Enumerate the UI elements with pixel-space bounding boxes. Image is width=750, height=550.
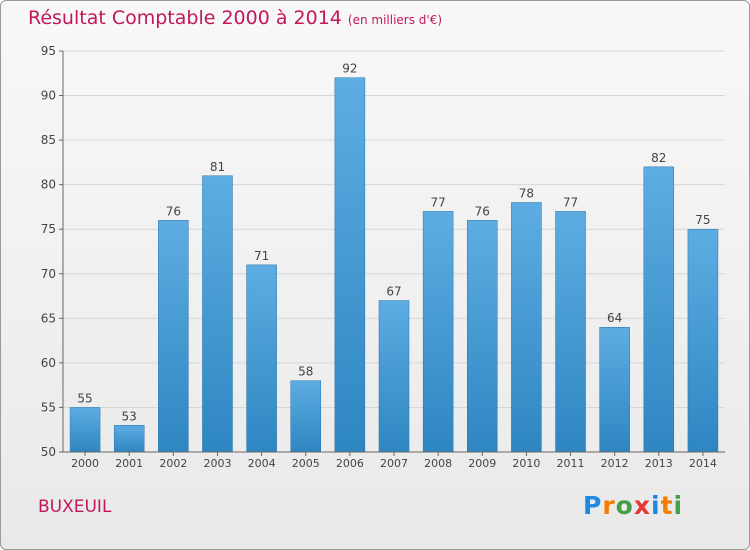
bar-2005 (290, 380, 321, 453)
data-label-2008: 77 (430, 195, 445, 209)
location-label: BUXEUIL (38, 497, 112, 517)
logo-letter: r (602, 491, 616, 520)
data-label-2005: 58 (298, 365, 313, 379)
bar-2000 (69, 407, 101, 453)
data-label-2006: 92 (342, 62, 357, 76)
bar-2003 (202, 175, 233, 453)
x-tick-label: 2014 (689, 457, 717, 470)
x-tick-label: 2000 (71, 457, 99, 470)
y-tick-label: 65 (41, 311, 56, 325)
proxiti-logo: Proxiti (583, 491, 683, 520)
x-tick-label: 2010 (512, 457, 540, 470)
x-tick-label: 2008 (424, 457, 452, 470)
y-tick-label: 85 (41, 133, 56, 147)
axes: 50 55 60 65 70 75 80 85 90 95 2000 2001 2002 2003 2004… (41, 44, 725, 470)
data-label-2004: 71 (254, 249, 269, 263)
x-tick-label: 2006 (336, 457, 364, 470)
bar-2013 (643, 166, 675, 453)
x-tick-label: 2009 (468, 457, 496, 470)
x-tick-label: 2003 (203, 457, 231, 470)
data-label-2002: 76 (166, 204, 181, 218)
y-tick-label: 60 (41, 356, 56, 370)
bar-2010 (511, 202, 542, 453)
data-label-2001: 53 (122, 409, 137, 423)
x-tick-label: 2013 (645, 457, 673, 470)
bar-2009 (467, 220, 498, 453)
y-tick-label: 70 (41, 267, 56, 281)
chart-title: Résultat Comptable 2000 à 2014 (en millie… (28, 7, 442, 29)
logo-letter: i (673, 491, 684, 520)
bar-2006 (334, 77, 366, 453)
bar-2014 (687, 228, 719, 453)
data-label-2010: 78 (519, 186, 534, 200)
value-labels: 55 53 76 81 71 58 92 67 77 76 78 77 64 82 75 (77, 62, 710, 424)
title-text: Résultat Comptable 2000 à 2014 (28, 7, 342, 29)
x-tick-label: 2012 (601, 457, 629, 470)
logo-letter: i (651, 491, 661, 520)
x-tick-label: 2004 (248, 457, 276, 470)
y-tick-label: 75 (41, 222, 56, 236)
logo-letter: P (583, 491, 603, 520)
logo-letter: o (615, 491, 634, 520)
y-tick-label: 90 (41, 89, 56, 103)
bar-2007 (378, 300, 410, 453)
x-tick-label: 2001 (115, 457, 143, 470)
x-tick-label: 2002 (159, 457, 187, 470)
data-label-2009: 76 (475, 204, 490, 218)
y-tick-label: 55 (41, 400, 56, 414)
bar-2002 (158, 220, 189, 453)
data-label-2007: 67 (386, 285, 401, 299)
bar-2011 (555, 211, 586, 453)
data-label-2014: 75 (695, 213, 710, 227)
data-label-2000: 55 (77, 391, 92, 405)
x-tick-label: 2005 (292, 457, 320, 470)
data-label-2013: 82 (651, 151, 666, 165)
x-tick-label: 2007 (380, 457, 408, 470)
bar-2004 (246, 264, 277, 453)
logo-letter: x (633, 491, 651, 520)
x-tick-label: 2011 (557, 457, 585, 470)
bar-2001 (113, 425, 145, 453)
data-label-2011: 77 (563, 195, 578, 209)
logo-letter: t (660, 491, 674, 520)
y-tick-label: 80 (41, 178, 56, 192)
bars (69, 77, 719, 453)
bar-2012 (599, 326, 630, 453)
bar-2008 (422, 211, 454, 453)
unit-label: (en milliers d'€) (347, 13, 443, 27)
y-tick-label: 50 (41, 445, 56, 459)
y-tick-label: 95 (41, 44, 56, 58)
data-label-2012: 64 (607, 311, 622, 325)
data-label-2003: 81 (210, 160, 225, 174)
